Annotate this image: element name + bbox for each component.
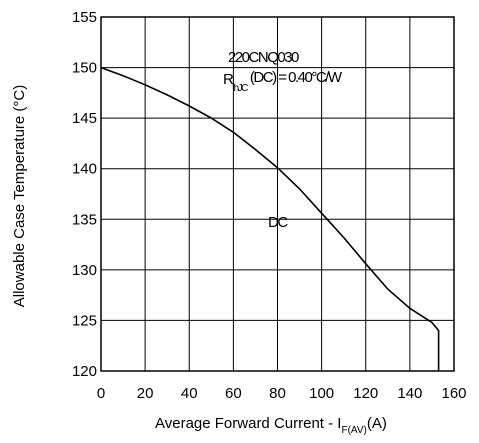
y-tick-label-135: 135 <box>72 211 97 228</box>
x-tick-label-100: 100 <box>309 385 334 402</box>
y-tick-label-130: 130 <box>72 262 97 279</box>
x-tick-label-40: 40 <box>181 385 198 402</box>
x-tick-label-0: 0 <box>97 385 105 402</box>
y-tick-labels: 120 125 130 135 140 145 150 155 <box>72 9 97 380</box>
x-tick-label-20: 20 <box>137 385 154 402</box>
y-tick-label-155: 155 <box>72 9 97 26</box>
x-tick-label-60: 60 <box>225 385 242 402</box>
y-axis-title: Allowable Case Temperature (°C) <box>11 85 28 307</box>
part-number-label: 220CNQ030 <box>228 49 299 66</box>
x-axis-title-unit: (A) <box>367 415 387 432</box>
series-line-dc <box>100 66 440 371</box>
plot-frame <box>100 16 455 372</box>
x-tick-label-120: 120 <box>353 385 378 402</box>
y-tick-label-125: 125 <box>72 312 97 329</box>
y-tick-label-140: 140 <box>72 161 97 178</box>
thermal-resistance-label: RthJC(DC) = 0.40°C/W <box>223 69 343 94</box>
y-tick-label-150: 150 <box>72 60 97 77</box>
rth-subscript: thJC <box>232 83 248 94</box>
x-axis-title-subscript: F(AV) <box>341 425 366 436</box>
x-tick-label-140: 140 <box>397 385 422 402</box>
x-tick-labels: 0 20 40 60 80 100 120 140 160 <box>97 385 467 402</box>
rth-value: (DC) = 0.40°C/W <box>250 69 343 86</box>
x-tick-label-80: 80 <box>269 385 286 402</box>
y-tick-label-120: 120 <box>72 363 97 380</box>
curve-label-dc: DC <box>268 214 288 231</box>
y-tick-label-145: 145 <box>72 110 97 127</box>
x-tick-label-160: 160 <box>441 385 466 402</box>
x-axis-title-main: Average Forward Current - I <box>155 415 341 432</box>
x-axis-title: Average Forward Current - IF(AV)(A) <box>155 415 387 436</box>
